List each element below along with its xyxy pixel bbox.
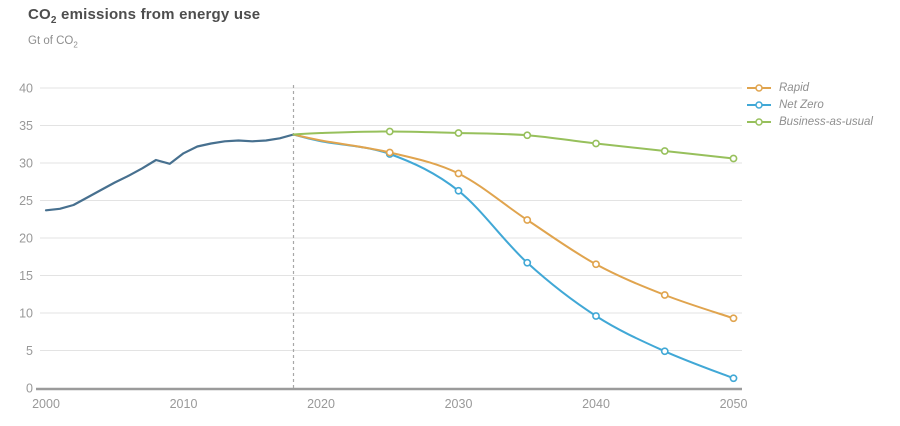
x-tick-label: 2010 — [170, 397, 198, 411]
data-point-marker — [592, 312, 600, 320]
data-point-marker — [660, 291, 669, 299]
legend-item-label: Net Zero — [779, 98, 824, 111]
legend-item-rapid[interactable]: Rapid — [746, 79, 873, 96]
legend-marker-icon — [747, 83, 771, 92]
data-point-marker — [385, 127, 394, 136]
chart-unit-subscript: 2 — [73, 40, 78, 50]
legend-ring — [755, 83, 763, 92]
data-point-marker — [454, 186, 463, 195]
chart-title-subscript: 2 — [50, 15, 57, 26]
chart-title-text: CO — [28, 6, 51, 23]
x-tick-label: 2000 — [32, 397, 60, 411]
y-tick-label: 10 — [19, 307, 33, 321]
chart-unit-label: Gt of CO2 — [28, 35, 78, 49]
legend-item-net-zero[interactable]: Net Zero — [746, 96, 873, 113]
y-tick-label: 35 — [19, 119, 33, 133]
series-rapid-line — [292, 133, 735, 320]
x-tick-label: 2030 — [445, 397, 473, 411]
data-point-marker — [592, 260, 600, 269]
data-point-marker — [385, 148, 394, 157]
chart-title: CO2 emissions from energy use — [28, 6, 260, 26]
chart-unit-text: Gt of CO — [28, 35, 74, 47]
legend-marker-icon — [747, 100, 771, 109]
data-point-marker — [660, 347, 669, 356]
y-tick-label: 15 — [19, 269, 33, 283]
series-history-line — [44, 133, 295, 212]
data-point-marker — [523, 258, 532, 267]
x-tick-label: 2040 — [582, 397, 610, 411]
legend-ring — [755, 100, 763, 109]
data-point-marker — [523, 131, 532, 140]
y-tick-label: 25 — [19, 194, 33, 208]
x-tick-label: 2020 — [307, 397, 335, 411]
data-point-marker — [454, 129, 463, 137]
data-point-marker — [454, 169, 463, 178]
legend-marker-icon — [747, 117, 771, 126]
chart-title-text: emissions from energy use — [56, 6, 261, 23]
data-point-marker — [729, 374, 738, 383]
data-point-marker — [729, 154, 738, 163]
y-tick-label: 40 — [19, 82, 33, 96]
data-point-marker — [660, 147, 669, 155]
x-tick-label: 2050 — [720, 397, 748, 411]
series-business-as-usual-line — [292, 130, 735, 160]
legend-item-business-as-usual[interactable]: Business-as-usual — [746, 113, 873, 130]
data-point-marker — [592, 139, 600, 148]
data-point-marker — [523, 216, 532, 224]
legend-item-label: Rapid — [779, 81, 810, 94]
legend-ring — [755, 117, 763, 126]
legend-item-label: Business-as-usual — [779, 115, 873, 128]
y-tick-label: 30 — [19, 157, 33, 171]
legend: Rapid Net Zero Business-as-usual — [746, 79, 873, 130]
series-net-zero-line — [292, 133, 735, 380]
y-tick-label: 20 — [19, 232, 33, 246]
data-point-marker — [729, 314, 738, 323]
y-tick-label: 5 — [26, 344, 33, 358]
y-tick-label: 0 — [26, 382, 33, 396]
